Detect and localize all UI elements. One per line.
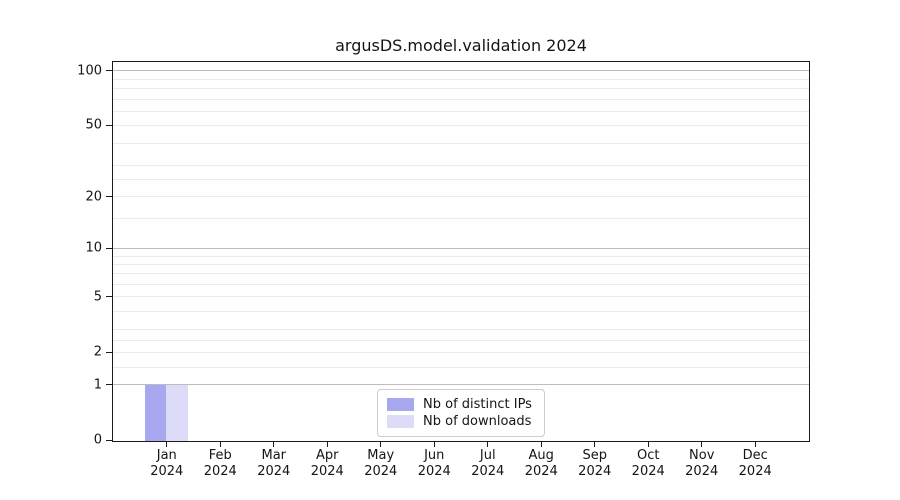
bar-nb-of-distinct-ips xyxy=(144,385,167,441)
x-tick-mark xyxy=(754,441,756,447)
legend: Nb of distinct IPs Nb of downloads xyxy=(377,389,545,437)
y-tick-mark xyxy=(106,351,112,353)
y-tick-label: 50 xyxy=(85,117,102,133)
y-tick-mark xyxy=(106,70,112,72)
gridline-minor xyxy=(113,328,809,330)
gridline-minor xyxy=(113,88,809,90)
x-tick-label: Jun 2024 xyxy=(402,448,466,480)
gridline-major xyxy=(113,70,809,72)
legend-item-distinct-ips: Nb of distinct IPs xyxy=(387,397,535,412)
legend-label-distinct-ips: Nb of distinct IPs xyxy=(423,397,532,412)
x-tick-year: 2024 xyxy=(203,464,237,479)
gridline-minor xyxy=(113,366,809,368)
x-tick-year: 2024 xyxy=(631,464,665,479)
x-tick-year: 2024 xyxy=(364,464,398,479)
gridline-minor xyxy=(113,351,809,353)
x-tick-label: Jul 2024 xyxy=(456,448,520,480)
gridline-minor xyxy=(113,125,809,127)
x-tick-year: 2024 xyxy=(578,464,612,479)
x-tick-label: May 2024 xyxy=(349,448,413,480)
legend-label-downloads: Nb of downloads xyxy=(423,414,532,429)
x-tick-year: 2024 xyxy=(257,464,291,479)
y-tick-label: 1 xyxy=(93,377,102,393)
gridline-minor xyxy=(113,217,809,219)
gridline-minor xyxy=(113,98,809,100)
x-tick-label: Sep 2024 xyxy=(563,448,627,480)
gridline-minor xyxy=(113,273,809,275)
y-tick-mark xyxy=(106,195,112,198)
gridline-minor xyxy=(113,255,809,257)
x-tick-mark xyxy=(380,441,382,447)
y-tick-label: 2 xyxy=(93,344,102,360)
x-tick-label: Aug 2024 xyxy=(509,448,573,480)
gridline-minor xyxy=(113,110,809,112)
x-tick-label: Mar 2024 xyxy=(242,448,306,480)
x-tick-month: Mar xyxy=(261,448,287,463)
x-tick-mark xyxy=(647,441,649,447)
y-tick-mark xyxy=(106,247,112,249)
gridline-minor xyxy=(113,142,809,144)
gridline-major xyxy=(113,247,809,249)
y-tick-mark xyxy=(106,124,112,127)
gridline-major xyxy=(113,384,809,386)
y-tick-label: 0 xyxy=(93,432,102,448)
chart-title: argusDS.model.validation 2024 xyxy=(335,36,587,55)
gridline-minor xyxy=(113,264,809,266)
x-tick-label: Feb 2024 xyxy=(188,448,252,480)
legend-item-downloads: Nb of downloads xyxy=(387,414,535,429)
x-tick-month: Oct xyxy=(636,448,660,463)
x-tick-mark xyxy=(433,441,435,447)
y-tick-label: 20 xyxy=(85,189,102,204)
legend-swatch-downloads xyxy=(387,415,414,428)
gridline-minor xyxy=(113,339,809,341)
gridline-minor xyxy=(113,196,809,198)
y-tick-mark xyxy=(106,384,112,386)
x-tick-month: Jun xyxy=(424,448,445,463)
x-tick-label: Nov 2024 xyxy=(670,448,734,480)
bar-nb-of-downloads xyxy=(166,385,189,441)
x-tick-year: 2024 xyxy=(417,464,451,479)
plot-area xyxy=(112,60,810,442)
x-tick-year: 2024 xyxy=(738,464,772,479)
y-tick-mark xyxy=(106,296,112,298)
x-tick-mark xyxy=(540,441,542,447)
legend-swatch-distinct-ips xyxy=(387,398,414,411)
gridline-minor xyxy=(113,311,809,313)
gridline-minor xyxy=(113,179,809,181)
x-tick-month: Dec xyxy=(742,448,768,463)
gridline-minor xyxy=(113,296,809,298)
x-tick-year: 2024 xyxy=(524,464,558,479)
x-tick-mark xyxy=(701,441,703,447)
x-tick-year: 2024 xyxy=(310,464,344,479)
y-tick-label: 100 xyxy=(77,63,102,79)
x-tick-year: 2024 xyxy=(471,464,505,479)
x-tick-year: 2024 xyxy=(150,464,184,479)
x-tick-mark xyxy=(273,441,275,447)
y-tick-mark xyxy=(106,439,112,441)
gridline-minor xyxy=(113,165,809,167)
gridline-minor xyxy=(113,78,809,80)
x-tick-year: 2024 xyxy=(685,464,719,479)
y-tick-label: 5 xyxy=(93,289,102,305)
gridline-minor xyxy=(113,284,809,286)
x-tick-month: May xyxy=(367,448,395,463)
x-tick-mark xyxy=(594,441,596,447)
x-tick-month: Aug xyxy=(528,448,554,463)
x-tick-label: Jan 2024 xyxy=(135,448,199,480)
x-tick-month: Sep xyxy=(582,448,607,463)
x-tick-month: Jan xyxy=(156,448,177,463)
x-tick-month: Apr xyxy=(316,448,339,463)
x-tick-mark xyxy=(166,441,168,447)
x-tick-label: Apr 2024 xyxy=(295,448,359,480)
x-tick-label: Oct 2024 xyxy=(616,448,680,480)
x-tick-month: Nov xyxy=(689,448,715,463)
x-tick-month: Jul xyxy=(479,448,496,463)
x-tick-label: Dec 2024 xyxy=(723,448,787,480)
x-tick-mark xyxy=(326,441,328,447)
y-tick-label: 10 xyxy=(85,240,102,256)
x-tick-mark xyxy=(219,441,221,447)
x-tick-month: Feb xyxy=(208,448,232,463)
x-tick-mark xyxy=(487,441,489,447)
